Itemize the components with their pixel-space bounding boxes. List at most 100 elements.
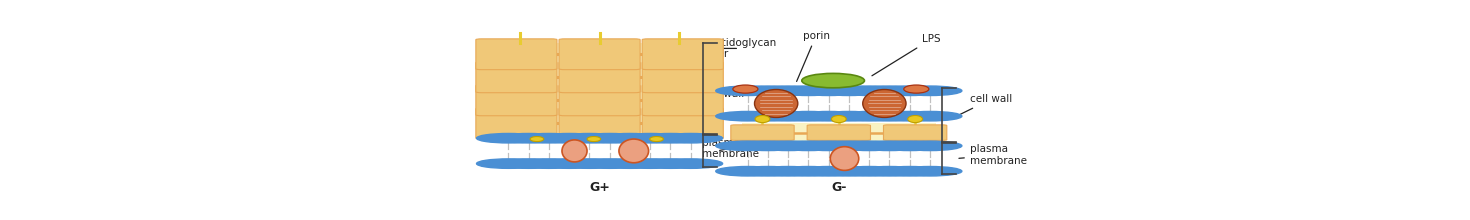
FancyBboxPatch shape	[642, 39, 723, 70]
Circle shape	[756, 167, 820, 176]
Ellipse shape	[863, 90, 906, 117]
Circle shape	[817, 167, 881, 176]
Ellipse shape	[831, 147, 858, 170]
Ellipse shape	[531, 136, 544, 142]
Circle shape	[878, 86, 942, 95]
Text: G-: G-	[831, 181, 847, 194]
Circle shape	[797, 86, 860, 95]
Text: plasma
membrane: plasma membrane	[703, 138, 759, 159]
Ellipse shape	[734, 85, 759, 93]
Ellipse shape	[832, 116, 847, 123]
Circle shape	[797, 167, 860, 176]
Circle shape	[817, 112, 881, 121]
FancyBboxPatch shape	[476, 39, 557, 70]
Circle shape	[817, 86, 881, 95]
Circle shape	[716, 167, 779, 176]
Circle shape	[659, 159, 723, 168]
Ellipse shape	[562, 140, 587, 162]
Text: cell wall: cell wall	[703, 89, 744, 99]
Circle shape	[736, 112, 800, 121]
Ellipse shape	[619, 139, 648, 163]
FancyBboxPatch shape	[559, 85, 639, 116]
Circle shape	[857, 141, 922, 150]
Circle shape	[638, 134, 703, 143]
Circle shape	[857, 167, 922, 176]
FancyBboxPatch shape	[731, 125, 794, 140]
Circle shape	[716, 86, 779, 95]
Circle shape	[736, 141, 800, 150]
Circle shape	[578, 134, 641, 143]
Circle shape	[497, 159, 560, 168]
Circle shape	[578, 159, 641, 168]
Circle shape	[517, 159, 581, 168]
Circle shape	[756, 112, 820, 121]
Circle shape	[776, 141, 841, 150]
Ellipse shape	[754, 90, 798, 117]
FancyBboxPatch shape	[476, 85, 557, 116]
Circle shape	[838, 141, 901, 150]
Circle shape	[776, 167, 841, 176]
Circle shape	[638, 159, 703, 168]
Circle shape	[598, 134, 662, 143]
Circle shape	[736, 86, 800, 95]
Text: porin: porin	[797, 31, 829, 81]
Circle shape	[619, 134, 682, 143]
FancyBboxPatch shape	[642, 85, 723, 116]
Circle shape	[659, 134, 723, 143]
Circle shape	[538, 134, 601, 143]
FancyBboxPatch shape	[642, 108, 723, 139]
Circle shape	[857, 86, 922, 95]
Ellipse shape	[587, 136, 601, 142]
Circle shape	[857, 112, 922, 121]
Circle shape	[898, 141, 961, 150]
Text: peptidoglycan
layer: peptidoglycan layer	[703, 38, 776, 59]
Text: plasma
membrane: plasma membrane	[958, 144, 1028, 166]
Circle shape	[797, 112, 860, 121]
FancyBboxPatch shape	[559, 62, 639, 93]
FancyBboxPatch shape	[476, 108, 557, 139]
Circle shape	[716, 112, 779, 121]
Circle shape	[716, 141, 779, 150]
Circle shape	[619, 159, 682, 168]
Circle shape	[557, 134, 622, 143]
Circle shape	[538, 159, 601, 168]
Ellipse shape	[904, 85, 929, 93]
Circle shape	[598, 159, 662, 168]
Ellipse shape	[908, 116, 923, 123]
Text: cell wall: cell wall	[958, 94, 1011, 115]
FancyBboxPatch shape	[883, 125, 947, 140]
Circle shape	[756, 141, 820, 150]
Ellipse shape	[650, 136, 663, 142]
Circle shape	[878, 141, 942, 150]
FancyBboxPatch shape	[476, 62, 557, 93]
FancyBboxPatch shape	[559, 108, 639, 139]
FancyBboxPatch shape	[642, 62, 723, 93]
Ellipse shape	[756, 116, 770, 123]
Circle shape	[878, 167, 942, 176]
Circle shape	[476, 134, 541, 143]
Circle shape	[776, 112, 841, 121]
Circle shape	[838, 167, 901, 176]
Circle shape	[878, 112, 942, 121]
Circle shape	[898, 112, 961, 121]
Circle shape	[756, 86, 820, 95]
Circle shape	[797, 141, 860, 150]
Circle shape	[557, 159, 622, 168]
Circle shape	[898, 86, 961, 95]
Circle shape	[838, 86, 901, 95]
Circle shape	[838, 112, 901, 121]
Text: LPS: LPS	[872, 34, 941, 76]
FancyBboxPatch shape	[807, 125, 870, 140]
Circle shape	[476, 159, 541, 168]
Circle shape	[497, 134, 560, 143]
Bar	[742, 123, 935, 142]
Circle shape	[517, 134, 581, 143]
Circle shape	[736, 167, 800, 176]
Circle shape	[776, 86, 841, 95]
Circle shape	[898, 167, 961, 176]
Circle shape	[817, 141, 881, 150]
Text: G+: G+	[589, 181, 610, 194]
FancyBboxPatch shape	[559, 39, 639, 70]
Ellipse shape	[801, 73, 864, 88]
Bar	[503, 43, 697, 134]
